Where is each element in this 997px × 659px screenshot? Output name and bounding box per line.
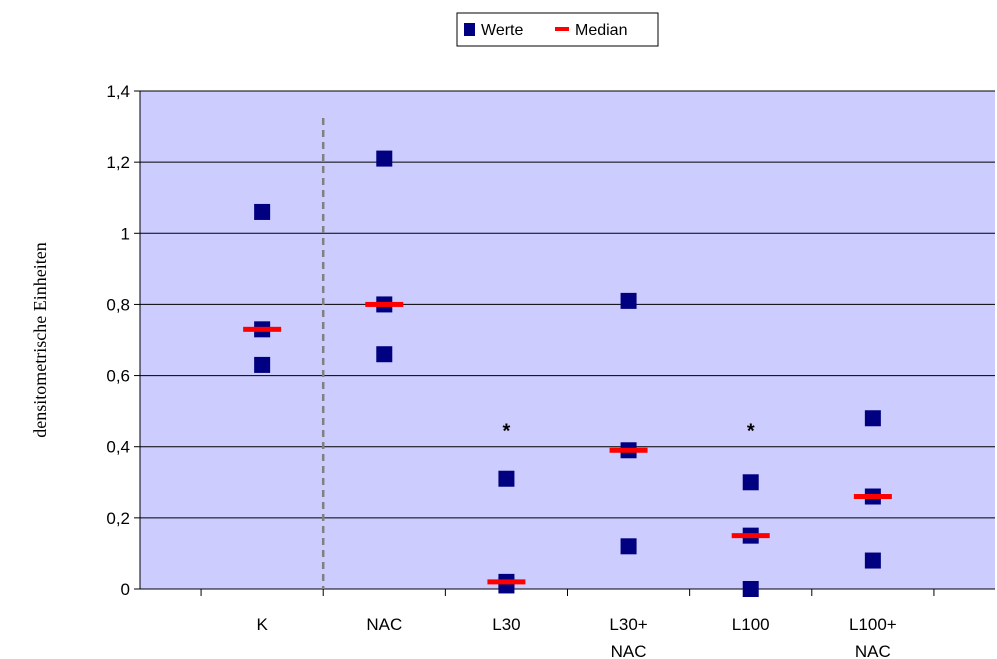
legend-swatch-median: [555, 27, 569, 31]
x-tick-label: L30: [492, 615, 520, 634]
werte-point: [864, 410, 881, 427]
x-tick-label: L30+: [609, 615, 647, 634]
y-tick-label: 0,6: [106, 367, 130, 386]
y-tick-label: 1,2: [106, 153, 130, 172]
legend-label-werte: Werte: [481, 22, 523, 39]
y-tick-label: 0,4: [106, 438, 130, 457]
werte-point: [254, 203, 271, 220]
median-mark: [243, 326, 282, 332]
y-tick-label: 0: [121, 580, 130, 599]
werte-point: [620, 538, 637, 555]
y-axis-label: densitometrische Einheiten: [30, 242, 50, 437]
x-tick-label: NAC: [366, 615, 402, 634]
y-tick-label: 0,8: [106, 295, 130, 314]
legend-label-median: Median: [575, 22, 627, 39]
x-tick-label: L100: [732, 615, 770, 634]
werte-point: [376, 150, 393, 167]
x-tick-label: NAC: [611, 642, 647, 659]
median-mark: [487, 579, 526, 585]
werte-point: [376, 346, 393, 363]
werte-point: [498, 470, 515, 487]
x-tick-label: L100+: [849, 615, 897, 634]
legend-swatch-werte: [464, 23, 475, 36]
y-tick-label: 1,4: [106, 82, 130, 101]
werte-point: [620, 292, 637, 309]
median-mark: [609, 447, 648, 453]
werte-point: [742, 581, 759, 597]
median-mark: [853, 494, 892, 500]
werte-point: [742, 474, 759, 491]
median-mark: [365, 301, 404, 307]
x-tick-label: NAC: [855, 642, 891, 659]
werte-point: [864, 552, 881, 569]
plot-area: [140, 91, 995, 589]
y-tick-label: 0,2: [106, 509, 130, 528]
significance-marker: *: [747, 420, 755, 442]
median-mark: [731, 533, 770, 539]
x-tick-label: K: [256, 615, 268, 634]
y-tick-label: 1: [121, 224, 130, 243]
werte-point: [254, 356, 271, 373]
significance-marker: *: [503, 420, 511, 442]
